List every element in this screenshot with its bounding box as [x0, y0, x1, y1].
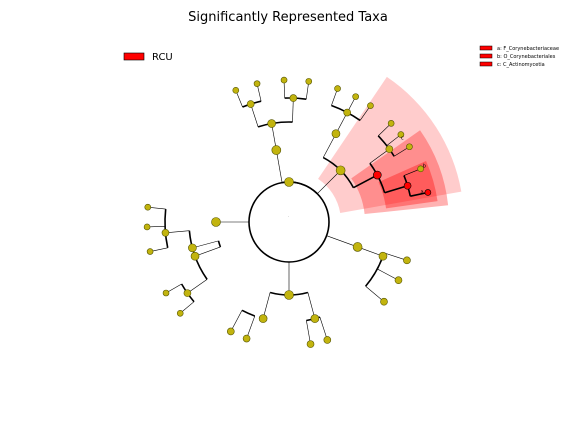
taxon-node: [352, 242, 363, 252]
tree-branch: [276, 150, 283, 183]
taxon-node: [280, 76, 288, 84]
class-legend-label: RCU: [152, 52, 173, 63]
taxa-legend-swatch-c: [479, 61, 493, 67]
taxon-node: [323, 336, 332, 344]
taxon-node: [143, 223, 151, 231]
class-legend-swatch: [123, 52, 145, 61]
taxon-node: [232, 87, 240, 94]
clade-letter-b: b: [423, 163, 426, 169]
tree-branch: [369, 148, 390, 164]
tree-branch: [307, 292, 316, 319]
taxon-node: [242, 334, 251, 343]
class-legend: RCU: [123, 52, 173, 63]
taxon-node: [417, 165, 424, 173]
taxon-node: [146, 248, 154, 255]
tree-branch: [384, 252, 408, 261]
clade-letter-c: c: [401, 136, 404, 142]
taxon-node: [289, 94, 298, 102]
taxon-node: [305, 78, 313, 85]
highlighted-taxon-node: [372, 170, 382, 180]
taxon-node: [387, 120, 395, 127]
tree-branch: [192, 240, 219, 249]
tree-branch: [165, 230, 190, 234]
taxa-legend: a: F_Corynebacteriaceae b: O_Corynebacte…: [479, 45, 559, 68]
tree-branch: [246, 315, 256, 339]
taxon-node: [378, 251, 388, 261]
tree-branch: [353, 174, 378, 189]
taxon-node: [380, 297, 388, 306]
taxon-node: [331, 129, 341, 139]
taxon-node: [183, 289, 192, 297]
tree-branch: [319, 317, 328, 341]
taxa-legend-label-a: a: F_Corynebacteriaceae: [497, 46, 559, 52]
taxon-node: [267, 119, 276, 128]
taxon-node: [367, 102, 374, 109]
tree-branch: [377, 268, 399, 281]
taxon-node: [271, 145, 282, 155]
taxa-legend-swatch-a: [479, 45, 493, 51]
taxon-node: [394, 276, 403, 285]
tree-branch: [262, 292, 271, 319]
chart-title: Significantly Represented Taxa: [188, 10, 388, 25]
taxa-legend-swatch-b: [479, 53, 493, 59]
tree-branch: [194, 246, 221, 257]
taxon-node: [335, 165, 346, 176]
taxon-node: [253, 80, 261, 87]
clade-letters: c b a: [401, 136, 426, 196]
clade-arc: [241, 309, 256, 317]
highlighted-taxon-node: [424, 189, 432, 196]
taxon-node: [284, 177, 294, 187]
taxon-node: [226, 327, 235, 336]
clade-wedge-c: [318, 76, 462, 213]
taxon-node: [162, 289, 170, 297]
taxon-node: [176, 309, 184, 317]
tree-branch: [323, 133, 337, 158]
taxon-node: [385, 145, 394, 153]
tree-branch: [230, 310, 243, 332]
taxon-node: [406, 143, 413, 151]
taxon-node: [352, 93, 359, 100]
tree-branch: [384, 184, 408, 194]
tree-branch: [187, 279, 208, 294]
tree-branch: [292, 98, 294, 123]
taxon-node: [211, 217, 221, 227]
highlighted-taxon-node: [403, 181, 412, 190]
clade-letter-a: a: [420, 190, 423, 196]
taxon-node: [190, 251, 200, 261]
taxon-node: [397, 131, 405, 138]
tree-branch: [317, 170, 341, 194]
tree-branch: [326, 235, 358, 248]
taxon-node: [161, 229, 170, 237]
taxon-node: [334, 85, 341, 92]
taxon-node: [343, 108, 352, 117]
taxa-legend-label-c: c: C_Actinomycetia: [497, 62, 545, 68]
tree-nodes: [143, 76, 432, 348]
taxon-node: [310, 314, 320, 323]
taxon-node: [144, 203, 152, 211]
taxon-node: [258, 314, 268, 323]
taxon-node: [403, 256, 411, 265]
taxon-node: [188, 243, 197, 253]
taxon-node: [246, 100, 255, 108]
clade-arc: [217, 240, 222, 248]
center-mark: .: [288, 214, 289, 218]
tree-branch: [365, 286, 385, 302]
tree-branch: [306, 320, 311, 345]
taxon-node: [284, 290, 294, 300]
tree-branch: [250, 103, 259, 127]
taxa-legend-label-b: b: O_Corynebacteriales: [497, 54, 556, 60]
taxon-node: [306, 340, 315, 348]
clade-arc: [164, 208, 169, 248]
